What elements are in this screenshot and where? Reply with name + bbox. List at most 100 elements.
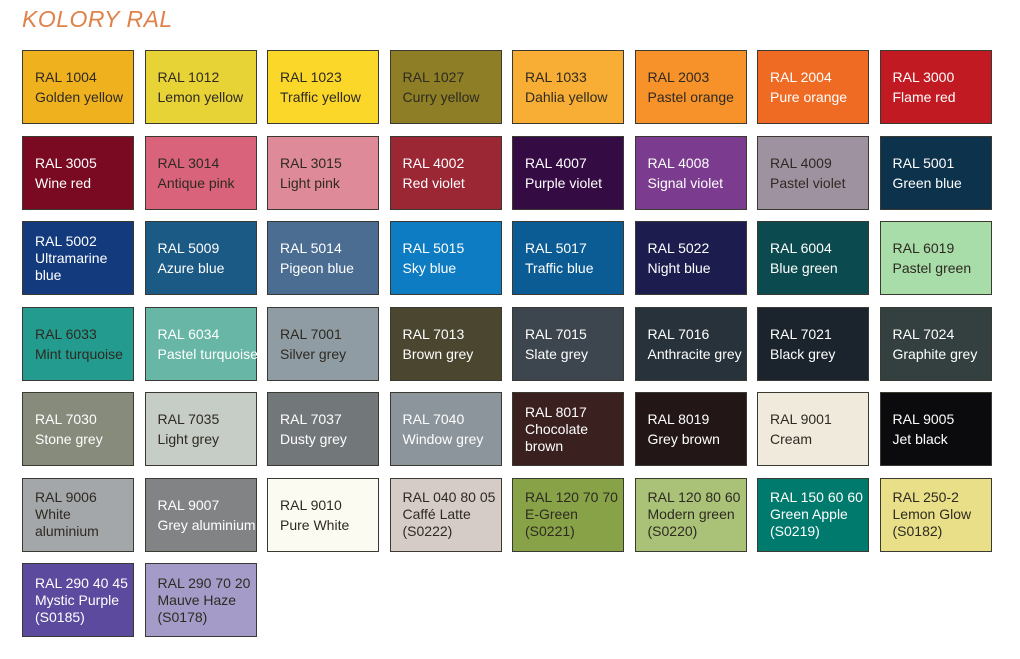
- swatch-label: Antique pink: [157, 174, 235, 191]
- swatch-label: Chocolate: [525, 420, 589, 437]
- swatch-code: RAL 3015: [280, 154, 342, 171]
- swatch-label: Graphite grey: [892, 345, 978, 362]
- swatch-label: Grey brown: [647, 431, 720, 447]
- color-swatch: RAL 7001 Silver grey: [267, 306, 379, 381]
- swatch-label: (S0221): [525, 523, 575, 539]
- swatch-code: RAL 5015: [402, 240, 465, 256]
- swatch-code: RAL 9007: [157, 496, 220, 513]
- color-swatch: RAL 2003 Pastel orange: [634, 50, 747, 124]
- color-swatch: RAL 6019 Pastel green: [879, 221, 992, 295]
- swatch-label: Pure orange: [770, 89, 848, 105]
- swatch-label: Pastel violet: [770, 174, 846, 191]
- swatch-code: RAL 4007: [525, 154, 587, 171]
- swatch-label: Modern green: [647, 506, 735, 522]
- swatch-label: Green Apple: [770, 506, 848, 522]
- swatch-label: Mint turquoise: [35, 345, 123, 362]
- color-swatch: RAL 8019 Grey brown: [634, 392, 747, 466]
- color-swatch: RAL 6033 Mint turquoise: [22, 306, 134, 381]
- swatch-code: RAL 6004: [770, 240, 832, 256]
- swatch-label: Window grey: [402, 431, 484, 447]
- color-swatch: RAL 1027 Curry yellow: [389, 50, 502, 124]
- swatch-label: Anthracite grey: [647, 345, 742, 362]
- swatch-code: RAL 040 80 05: [402, 489, 496, 505]
- swatch-code: RAL 7016: [647, 325, 710, 342]
- color-swatch: RAL 5015 Sky blue: [389, 221, 502, 295]
- swatch-label: Cream: [770, 431, 813, 447]
- color-swatch: RAL 040 80 05 Caffé Latte (S0222): [389, 477, 502, 552]
- swatch-code: RAL 7001: [280, 325, 342, 342]
- color-swatch: RAL 5017 Traffic blue: [512, 221, 624, 295]
- swatch-code: RAL 250-2: [892, 489, 959, 505]
- swatch-code: RAL 7013: [402, 325, 465, 342]
- swatch-label: Wine red: [35, 174, 92, 191]
- color-swatch: RAL 7013 Brown grey: [389, 306, 502, 381]
- swatch-code: RAL 120 80 60: [647, 489, 741, 505]
- color-swatch: RAL 290 70 20 Mauve Haze (S0178): [144, 563, 257, 637]
- swatch-label: Dahlia yellow: [525, 89, 608, 105]
- swatch-label: Pastel turquoise: [157, 345, 258, 362]
- color-swatch: RAL 3005 Wine red: [22, 135, 134, 210]
- color-swatch: RAL 5022 Night blue: [634, 221, 747, 295]
- swatch-label: Blue green: [770, 260, 838, 276]
- swatch-code: RAL 5001: [892, 154, 955, 171]
- color-swatch: RAL 6004 Blue green: [757, 221, 869, 295]
- color-swatch: RAL 4007 Purple violet: [512, 135, 624, 210]
- swatch-label: Mystic Purple: [35, 591, 120, 608]
- color-swatch: RAL 5014 Pigeon blue: [267, 221, 379, 295]
- swatch-code: RAL 7037: [280, 411, 342, 427]
- color-swatch: RAL 250-2 Lemon Glow (S0182): [879, 477, 992, 552]
- swatch-label: Night blue: [647, 260, 711, 276]
- swatch-label: Grey aluminium: [157, 516, 256, 533]
- swatch-code: RAL 7040: [402, 411, 465, 427]
- color-swatch: RAL 8017 Chocolate brown: [512, 392, 624, 466]
- swatch-label: Green blue: [892, 174, 962, 191]
- swatch-label: (S0182): [892, 523, 943, 539]
- color-swatch: RAL 9010 Pure White: [267, 477, 379, 552]
- swatch-label: (S0222): [402, 523, 453, 539]
- swatch-code: RAL 4008: [647, 154, 710, 171]
- swatch-code: RAL 8019: [647, 411, 710, 427]
- swatch-code: RAL 3005: [35, 154, 97, 171]
- swatch-label: Traffic blue: [525, 260, 594, 276]
- swatch-label: Purple violet: [525, 174, 603, 191]
- color-swatch: RAL 4008 Signal violet: [634, 135, 747, 210]
- color-swatch: RAL 120 80 60 Modern green (S0220): [634, 477, 747, 552]
- color-swatch: RAL 3014 Antique pink: [144, 135, 257, 210]
- swatch-label: aluminium: [35, 523, 99, 539]
- color-swatch: RAL 7037 Dusty grey: [267, 392, 379, 466]
- swatch-code: RAL 1012: [157, 69, 220, 85]
- color-swatch: RAL 7035 Light grey: [144, 392, 257, 466]
- swatch-label: Light grey: [157, 431, 219, 447]
- swatch-code: RAL 3000: [892, 69, 955, 85]
- color-swatch: RAL 4009 Pastel violet: [757, 135, 869, 210]
- swatch-code: RAL 7015: [525, 325, 587, 342]
- color-swatch: RAL 5001 Green blue: [879, 135, 992, 210]
- swatch-label: Light pink: [280, 174, 340, 191]
- swatch-code: RAL 4009: [770, 154, 832, 171]
- swatch-label: Caffé Latte: [402, 506, 471, 522]
- color-swatch: RAL 9001 Cream: [757, 392, 869, 466]
- color-swatch: RAL 4002 Red violet: [389, 135, 502, 210]
- swatch-code: RAL 120 70 70: [525, 489, 618, 505]
- color-swatch: RAL 1004 Golden yellow: [22, 50, 134, 124]
- swatch-code: RAL 4002: [402, 154, 465, 171]
- swatch-label: Pastel orange: [647, 89, 734, 105]
- swatch-label: Black grey: [770, 345, 836, 362]
- swatch-label: Silver grey: [280, 345, 347, 362]
- color-swatch: RAL 9006 White aluminium: [22, 477, 134, 552]
- color-swatch-grid: RAL 1004 Golden yellow RAL 1012 Lemon yello…: [22, 50, 992, 637]
- color-swatch: RAL 6034 Pastel turquoise: [144, 306, 258, 381]
- swatch-code: RAL 5009: [157, 240, 220, 256]
- swatch-label: Brown grey: [402, 345, 474, 362]
- page-title: KOLORY RAL: [22, 6, 173, 32]
- swatch-label: Azure blue: [157, 260, 225, 276]
- swatch-label: Lemon yellow: [157, 89, 244, 105]
- swatch-code: RAL 2003: [647, 69, 710, 85]
- color-swatch: RAL 5009 Azure blue: [144, 221, 257, 295]
- swatch-label: (S0220): [647, 523, 698, 539]
- swatch-label: blue: [35, 266, 62, 283]
- swatch-code: RAL 6019: [892, 240, 955, 256]
- swatch-code: RAL 5014: [280, 240, 342, 256]
- swatch-label: (S0185): [35, 608, 85, 625]
- swatch-label: Pure White: [280, 516, 350, 533]
